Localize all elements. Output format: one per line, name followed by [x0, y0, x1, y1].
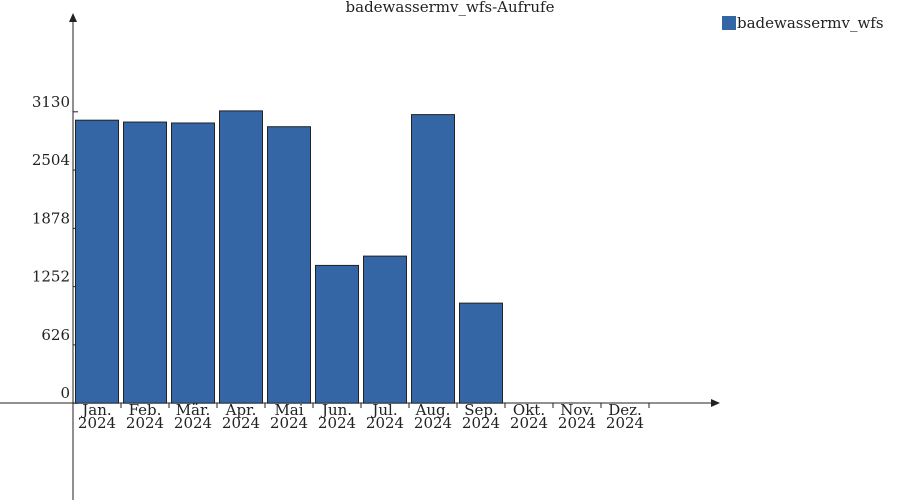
bar — [219, 110, 263, 404]
y-tick-label: 3130 — [32, 93, 70, 111]
bar — [459, 302, 503, 404]
x-tick-label: Jan. 2024 — [77, 401, 117, 432]
x-tick-label: Okt. 2024 — [509, 401, 549, 432]
x-tick-label: Mai 2024 — [269, 401, 309, 432]
x-tick-label: Mär. 2024 — [173, 401, 213, 432]
y-tick-label: 0 — [60, 384, 70, 402]
bar — [315, 264, 359, 404]
x-tick-label: Jun. 2024 — [317, 401, 357, 432]
y-tick-label: 1252 — [32, 268, 70, 286]
bar — [171, 122, 215, 404]
bar — [123, 121, 167, 404]
x-tick-label: Sep. 2024 — [461, 401, 501, 432]
y-tick-label: 1878 — [32, 209, 70, 227]
y-tick-label: 626 — [41, 326, 70, 344]
y-axis-arrow — [69, 13, 77, 22]
y-tick-label: 2504 — [32, 151, 70, 169]
legend-label: badewassermv_wfs — [737, 14, 884, 32]
x-tick-label: Aug. 2024 — [413, 401, 453, 432]
bar — [75, 119, 119, 404]
chart-title: badewassermv_wfs-Aufrufe — [346, 0, 555, 16]
bar — [267, 126, 311, 404]
x-tick-label: Apr. 2024 — [221, 401, 261, 432]
x-tick-label: Dez. 2024 — [605, 401, 645, 432]
legend-swatch — [722, 16, 736, 30]
x-tick-label: Jul. 2024 — [365, 401, 405, 432]
x-tick-label: Nov. 2024 — [557, 401, 597, 432]
x-tick-label: Feb. 2024 — [125, 401, 165, 432]
x-axis-arrow — [711, 399, 720, 407]
bar — [411, 114, 455, 404]
bar — [363, 255, 407, 404]
